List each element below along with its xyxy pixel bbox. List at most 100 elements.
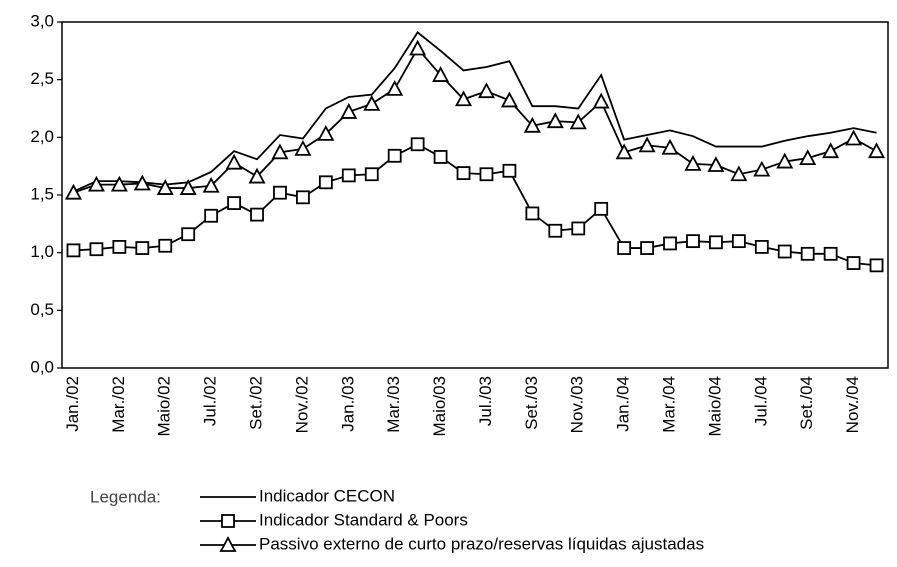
point-marker (317, 124, 335, 141)
point-marker (569, 113, 587, 130)
y-tick-label: 2,0 (30, 127, 54, 146)
x-tick-label: Set./02 (247, 376, 266, 430)
point-marker (777, 244, 792, 259)
point-marker (523, 116, 541, 133)
y-tick-label: 3,0 (30, 11, 54, 30)
point-marker (823, 246, 838, 261)
point-marker (296, 190, 310, 205)
point-marker (433, 150, 448, 164)
plot-frame (61, 21, 889, 369)
point-marker (500, 91, 518, 108)
point-marker (456, 166, 471, 180)
series-line (73, 31, 877, 193)
point-marker (66, 243, 81, 258)
point-marker (455, 90, 473, 107)
point-marker (822, 142, 840, 159)
x-tick-label: Jul./04 (751, 376, 770, 426)
legend-marker (219, 536, 237, 552)
x-tick-label: Mar./02 (109, 376, 128, 433)
legend-label: Indicador CECON (259, 486, 395, 505)
point-marker (638, 136, 656, 153)
point-marker (479, 167, 494, 182)
x-tick-label: Jan./03 (338, 376, 357, 432)
point-marker (133, 174, 151, 191)
legend-title: Legenda: (90, 487, 161, 506)
point-marker (502, 163, 517, 178)
x-tick-label: Jul./03 (476, 376, 495, 426)
point-marker (594, 201, 609, 216)
point-marker (135, 241, 150, 255)
x-tick-label: Maio/03 (430, 376, 449, 436)
point-marker (846, 256, 861, 270)
x-tick-label: Jan./02 (63, 376, 82, 432)
point-marker (294, 139, 312, 156)
point-marker (663, 236, 677, 251)
y-tick-label: 2,5 (30, 69, 54, 88)
point-marker (227, 196, 241, 210)
point-marker (271, 143, 289, 160)
point-marker (661, 138, 679, 155)
point-marker (179, 179, 197, 195)
point-marker (181, 227, 196, 242)
point-marker (248, 167, 266, 184)
point-marker (87, 175, 105, 192)
point-marker (89, 242, 104, 257)
point-marker (273, 185, 287, 200)
point-marker (548, 223, 563, 238)
x-tick-label: Maio/02 (155, 376, 174, 436)
point-marker (340, 103, 358, 119)
point-marker (592, 92, 610, 109)
x-tick-label: Set./04 (797, 376, 816, 430)
point-marker (225, 153, 243, 170)
x-tick-label: Set./03 (522, 376, 541, 430)
point-marker (363, 94, 381, 111)
point-marker (250, 207, 264, 222)
point-marker (800, 246, 815, 261)
point-marker (525, 206, 540, 221)
y-tick-label: 0,0 (30, 357, 54, 376)
point-marker (410, 137, 425, 152)
x-tick-label: Mar./04 (660, 376, 679, 433)
point-marker (386, 79, 404, 96)
point-marker (112, 239, 127, 254)
point-marker (615, 143, 633, 160)
point-marker (387, 148, 402, 163)
point-marker (684, 154, 702, 171)
point-marker (64, 183, 82, 200)
y-tick-label: 0,5 (30, 300, 54, 319)
point-marker (617, 241, 632, 255)
point-marker (204, 208, 219, 223)
point-marker (709, 235, 723, 250)
point-marker (477, 82, 495, 99)
point-marker (546, 112, 564, 129)
point-marker (753, 160, 771, 177)
point-marker (730, 165, 748, 182)
point-marker (364, 167, 379, 182)
point-marker (110, 175, 128, 192)
point-marker (707, 156, 725, 172)
point-marker (776, 152, 794, 169)
point-marker (158, 238, 173, 253)
legend-label: Passivo externo de curto prazo/reservas … (259, 534, 704, 553)
point-marker (571, 221, 586, 236)
point-marker (686, 234, 700, 249)
point-marker (318, 175, 333, 190)
point-marker (868, 142, 886, 159)
x-tick-label: Nov./03 (568, 376, 587, 433)
point-marker (156, 179, 174, 195)
point-marker (341, 168, 356, 183)
point-marker (845, 129, 863, 146)
point-marker (432, 66, 450, 82)
point-marker (202, 176, 220, 193)
legend-label: Indicador Standard & Poors (259, 510, 468, 529)
x-tick-label: Jul./02 (201, 376, 220, 426)
series-line (73, 46, 877, 194)
x-tick-label: Nov./04 (843, 376, 862, 433)
point-marker (731, 234, 746, 249)
x-tick-label: Maio/04 (705, 376, 724, 436)
x-tick-label: Jan./04 (614, 376, 633, 432)
legend-marker (221, 514, 235, 528)
point-marker (754, 239, 769, 254)
